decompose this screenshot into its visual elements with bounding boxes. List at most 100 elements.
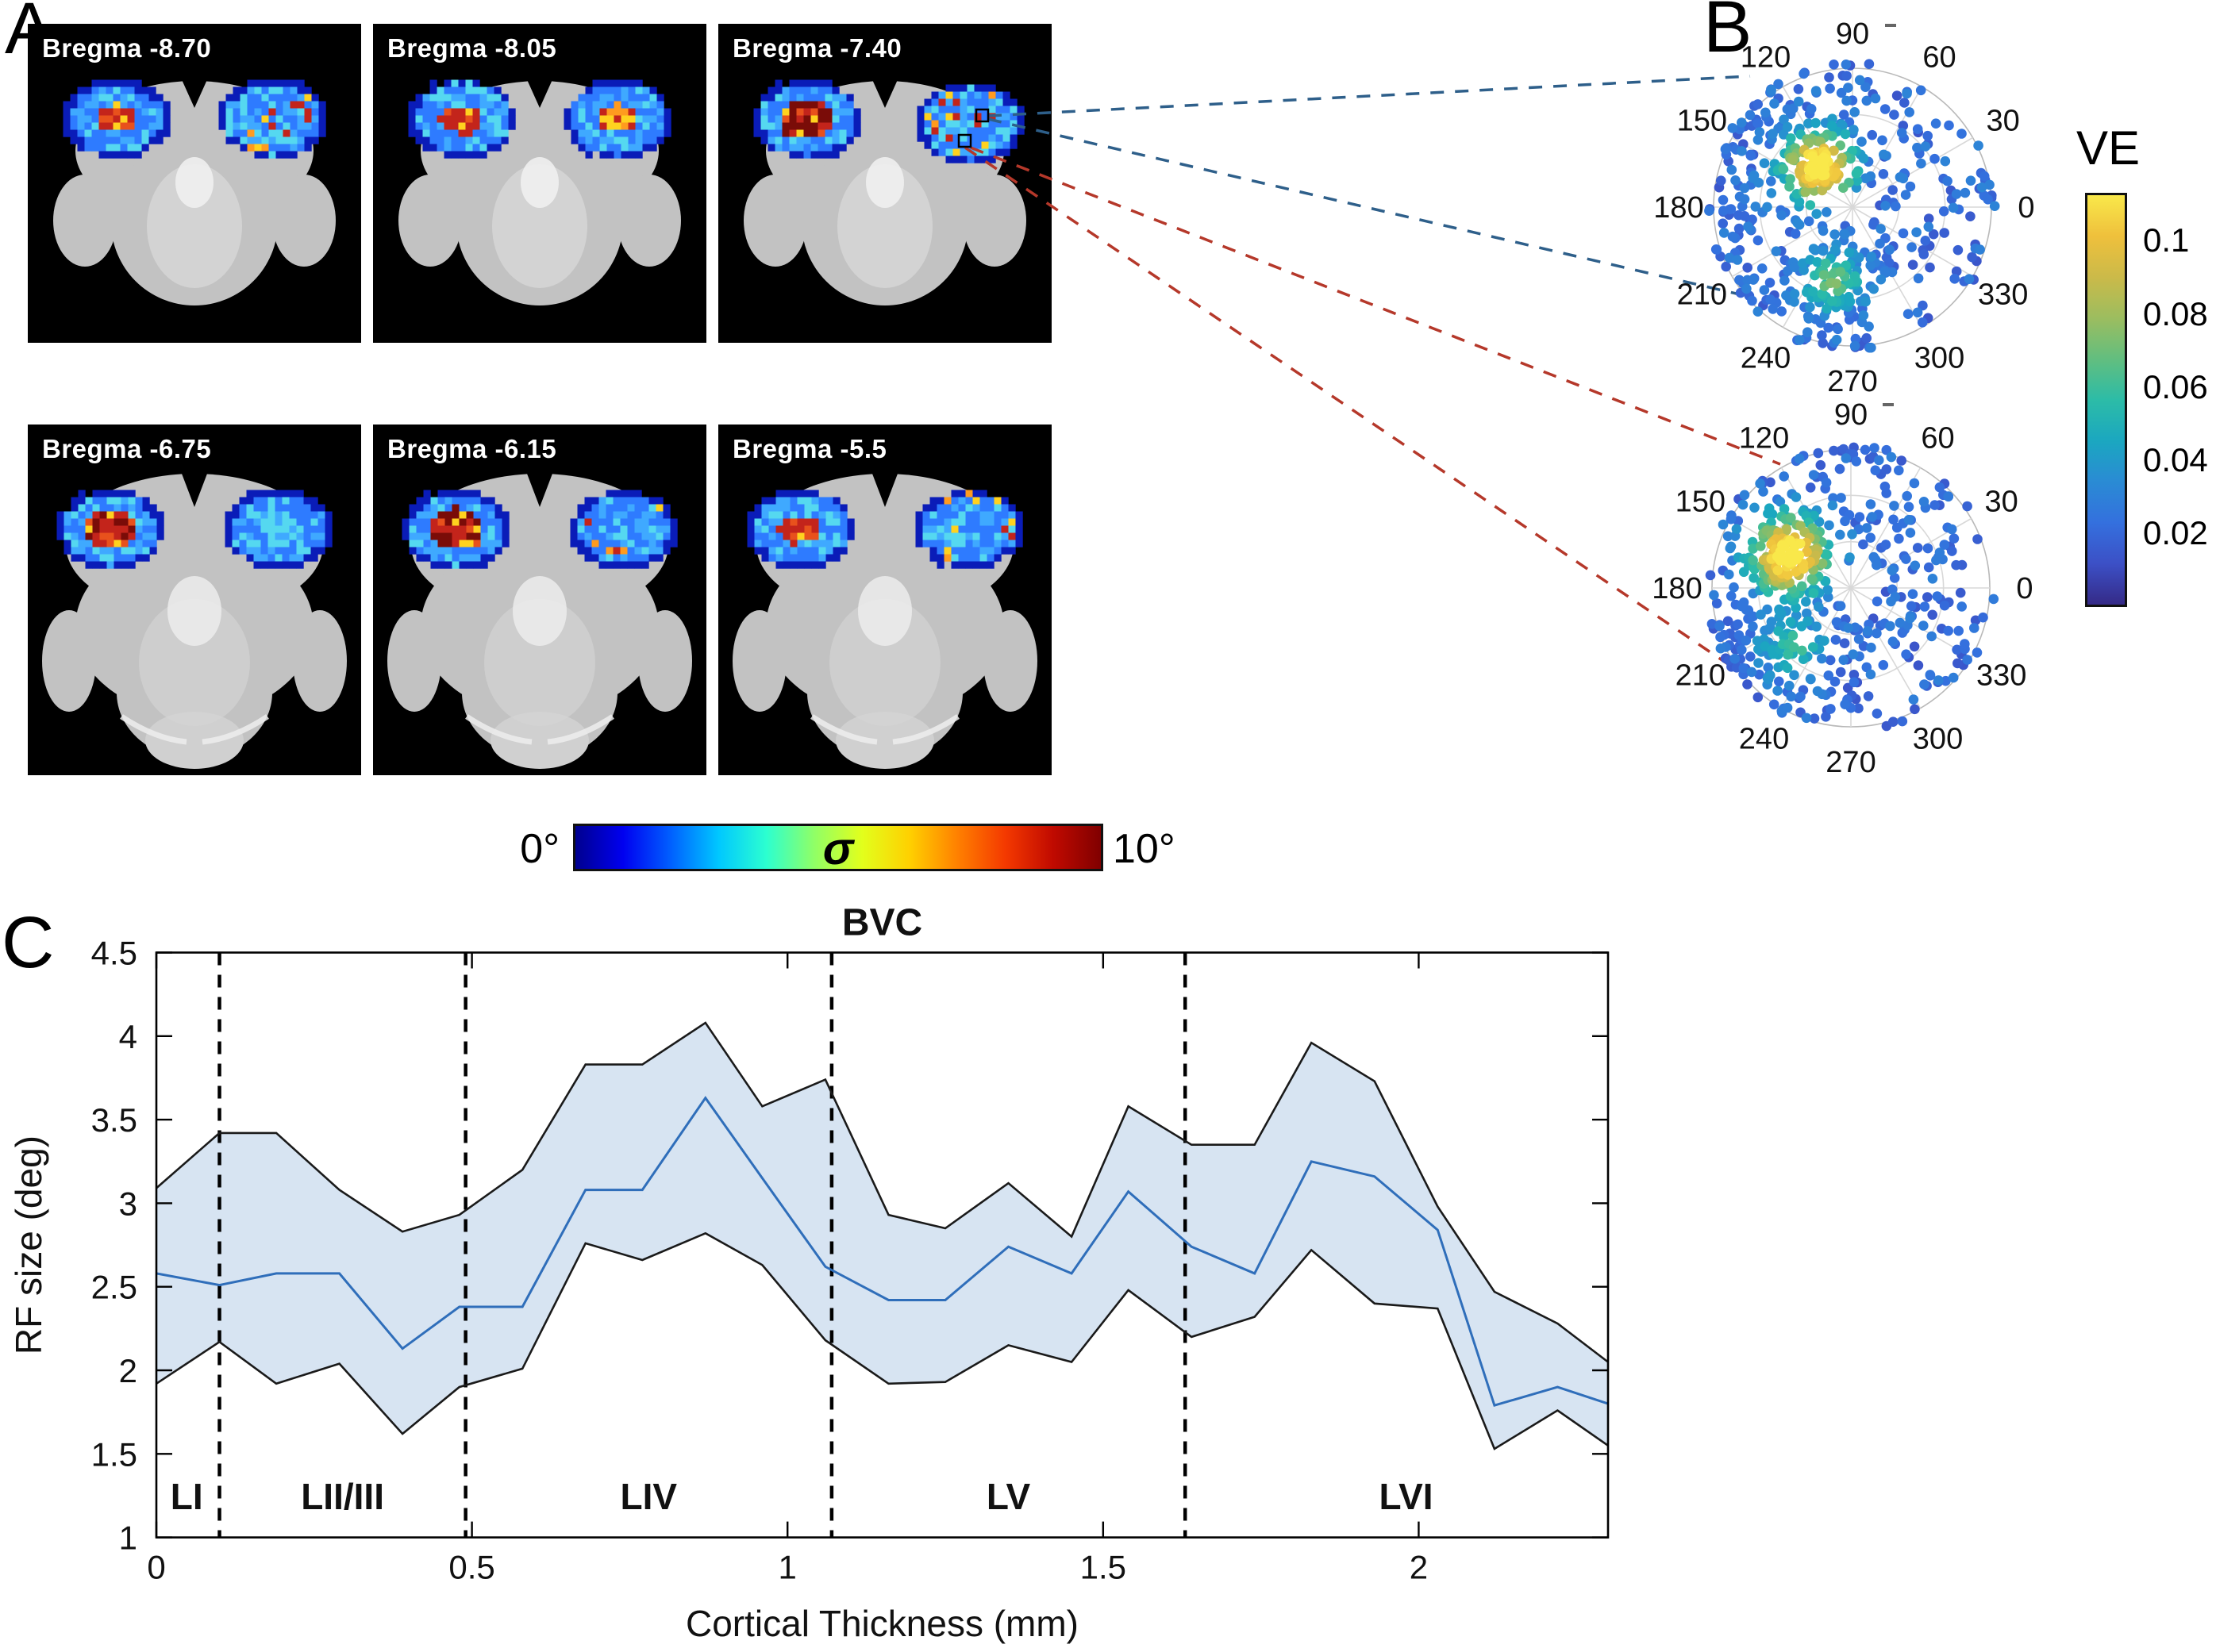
chart-title: BVC — [842, 902, 922, 944]
bregma-label: Bregma -6.15 — [387, 434, 557, 463]
bregma-label: Bregma -8.70 — [42, 33, 212, 63]
polar-angle-label: 210 — [1675, 659, 1725, 693]
panel-b-label: B — [1703, 0, 1752, 67]
ve-colorbar-tick-label: 0.08 — [2143, 295, 2208, 332]
ve-colorbar-tick-label: 0.1 — [2143, 221, 2190, 259]
y-tick-label: 3.5 — [91, 1101, 137, 1139]
bregma-label: Bregma -6.75 — [42, 434, 212, 463]
tick-artifact — [1885, 24, 1896, 27]
brain-slice-image — [42, 474, 347, 769]
bregma-label: Bregma -8.05 — [387, 33, 557, 63]
brain-slice-4: Bregma -6.75 — [28, 425, 361, 775]
ve-colorbar-title: VE — [2076, 121, 2141, 175]
connector-line-red — [964, 146, 1736, 670]
rf-mean-line — [156, 1096, 1609, 1408]
connector-line-red — [970, 146, 1781, 466]
polar-angle-label: 300 — [1913, 723, 1963, 756]
rf-lower-line — [156, 1231, 1609, 1450]
ve-colorbar-tick-label: 0.04 — [2143, 441, 2208, 478]
polar-plot-lower: 0 30 60 90 120 150 180 210 240 270 300 330 — [1652, 398, 2033, 779]
connector-line-blue — [987, 117, 1744, 297]
activation-patches — [56, 490, 333, 569]
activation-patches — [408, 79, 671, 159]
polar-plot-upper: 0 30 60 90 120 150 180 210 240 270 300 330 — [1653, 17, 2034, 398]
activation-patches — [402, 490, 678, 569]
polar-angle-label: 270 — [1826, 746, 1876, 779]
polar-angle-label: 150 — [1675, 486, 1725, 519]
tick-artifact — [1883, 403, 1894, 406]
polar-angle-labels: 0 30 60 90 120 150 180 210 240 270 300 330 — [1652, 398, 2033, 779]
brain-slice-image — [733, 474, 1037, 769]
y-tick-label: 2 — [119, 1352, 137, 1389]
roi-box — [957, 133, 972, 148]
x-tick-label: 0.5 — [448, 1549, 494, 1586]
polar-angle-label: 90 — [1834, 398, 1868, 432]
activation-patches — [63, 79, 326, 159]
x-tick-label: 1 — [779, 1549, 797, 1586]
polar-angle-label: 30 — [1987, 105, 2020, 138]
brain-slice-2: Bregma -8.05 — [373, 24, 706, 343]
brain-slice-1: Bregma -8.70 — [28, 24, 361, 343]
polar-angle-label: 330 — [1976, 659, 2026, 693]
brain-slice-5: Bregma -6.15 — [373, 425, 706, 775]
polar-angle-label: 330 — [1978, 279, 2028, 312]
polar-angle-label: 90 — [1836, 17, 1869, 51]
brain-slice-image — [398, 76, 681, 305]
connector-line-blue — [987, 75, 1751, 117]
layer-label: LIV — [620, 1476, 677, 1517]
bregma-label: Bregma -7.40 — [733, 33, 902, 63]
y-tick-label: 2.5 — [91, 1269, 137, 1306]
activation-patches — [753, 79, 1025, 163]
polar-angle-label: 270 — [1827, 365, 1877, 398]
rf-axes-box — [155, 951, 1610, 1539]
polar-angle-label: 60 — [1922, 40, 1956, 74]
ve-colorbar-tick-label: 0.06 — [2143, 368, 2208, 405]
rf-upper-line — [156, 1021, 1609, 1363]
x-tick-label: 0 — [147, 1549, 165, 1586]
ve-colorbar-tick-label: 0.02 — [2143, 514, 2208, 551]
polar-angle-label: 240 — [1741, 342, 1791, 375]
polar-angle-label: 120 — [1739, 421, 1789, 455]
polar-angle-labels: 0 30 60 90 120 150 180 210 240 270 300 330 — [1653, 17, 2034, 398]
y-tick-label: 1.5 — [91, 1435, 137, 1473]
y-axis-label: RF size (deg) — [8, 1135, 49, 1354]
y-tick-label: 4.5 — [91, 935, 137, 972]
rf-chart: 0 0.5 1 1.5 2 1 1.5 2 2.5 3 3.5 4 4.5 LI LII/III LIV LV L… — [8, 902, 1610, 1644]
polar-angle-label: 180 — [1652, 572, 1702, 605]
polar-angle-label: 0 — [2018, 191, 2034, 225]
x-tick-label: 2 — [1410, 1549, 1428, 1586]
polar-angle-label: 120 — [1741, 40, 1791, 74]
layer-label: LI — [171, 1476, 203, 1517]
brain-slice-6: Bregma -5.5 — [718, 425, 1052, 775]
layer-label: LVI — [1379, 1476, 1433, 1517]
layer-label: LV — [987, 1476, 1031, 1517]
activation-patches — [747, 490, 1023, 569]
layer-label: LII/III — [301, 1476, 384, 1517]
x-tick-label: 1.5 — [1080, 1549, 1126, 1586]
sigma-symbol: σ — [822, 823, 854, 874]
polar-angle-label: 180 — [1653, 191, 1703, 225]
polar-angle-label: 0 — [2016, 572, 2033, 605]
y-tick-label: 1 — [119, 1519, 137, 1557]
bregma-label: Bregma -5.5 — [733, 434, 887, 463]
brain-slice-image — [53, 76, 336, 305]
polar-dots — [1704, 59, 2000, 353]
polar-angle-label: 240 — [1739, 723, 1789, 756]
polar-angle-label: 150 — [1677, 105, 1727, 138]
roi-connectors — [957, 75, 1781, 670]
sigma-colorbar — [573, 824, 1103, 871]
ve-colorbar — [2085, 193, 2127, 607]
roi-box — [975, 108, 990, 123]
polar-angle-label: 300 — [1914, 342, 1964, 375]
rf-band — [156, 1023, 1608, 1449]
polar-angle-label: 210 — [1677, 279, 1727, 312]
axis-ticks — [155, 951, 1608, 1539]
polar-angle-label: 60 — [1921, 421, 1954, 455]
panel-c-label: C — [2, 902, 55, 983]
x-axis-label: Cortical Thickness (mm) — [686, 1603, 1079, 1644]
brain-slice-image — [387, 474, 692, 769]
brain-slice-image — [744, 76, 1026, 305]
polar-angle-label: 30 — [1985, 486, 2018, 519]
